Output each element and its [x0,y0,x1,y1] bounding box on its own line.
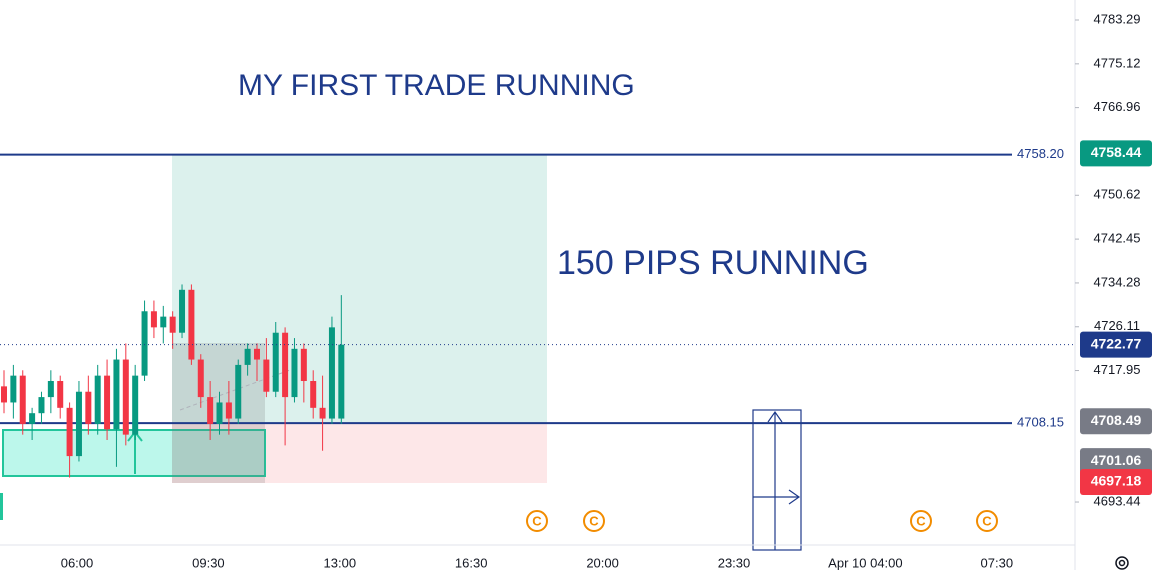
x-tick-label: 09:30 [192,555,225,570]
annotation: 150 PIPS RUNNING [557,244,869,282]
level-label: 4758.20 [1017,146,1064,161]
candle-body [122,359,129,435]
x-tick-label: Apr 10 04:00 [828,555,902,570]
candle-body [38,397,45,414]
candle-body [263,359,270,392]
x-tick-label: 13:00 [324,555,357,570]
x-tick-label: 07:30 [981,555,1014,570]
candle-body [160,316,167,328]
candle-body [244,348,251,365]
candle-body [29,413,36,424]
candle-body [75,391,82,457]
candle-body [235,364,242,419]
price-tag-label: 4701.06 [1091,452,1142,468]
candle-body [10,375,17,403]
candle-body [94,375,101,424]
edge-marker [0,493,3,520]
y-tick-label: 4783.29 [1094,11,1141,26]
profit-zone [172,154,547,423]
loss-zone [172,423,547,483]
y-tick-label: 4734.28 [1094,274,1141,289]
x-tick-label: 23:30 [718,555,751,570]
candle-body [253,348,260,360]
price-tag [1080,408,1152,435]
x-tick-label: 20:00 [586,555,619,570]
candle-body [216,402,223,424]
candle-body [66,407,73,457]
candle-body [132,375,139,435]
price-tag-label: 4708.49 [1091,412,1142,428]
y-tick-label: 4742.45 [1094,231,1141,246]
candle-body [19,375,26,424]
candle-body [225,402,232,419]
candle-body [207,397,214,424]
candle-body [282,332,289,398]
candle-body [47,381,54,398]
svg-text:C: C [532,513,542,528]
candle-body [310,381,317,408]
annotation: MY FIRST TRADE RUNNING [238,69,635,102]
y-tick-label: 4726.11 [1094,318,1140,333]
y-tick-label: 4750.62 [1094,187,1141,202]
candle-body [291,348,298,398]
price-tag-label: 4697.18 [1091,473,1142,489]
candle-body [197,359,204,398]
candle-body [338,344,345,419]
svg-text:C: C [589,513,599,528]
candle-body [85,391,92,424]
candle-body [328,327,335,419]
price-tag-label: 4722.77 [1091,335,1142,351]
candle-body [113,359,120,430]
y-tick-label: 4766.96 [1094,99,1141,114]
candle-body [104,375,111,430]
price-tag [1080,448,1152,475]
y-tick-label: 4717.95 [1094,362,1141,377]
x-tick-label: 16:30 [455,555,488,570]
candle-body [150,311,157,328]
candle-body [179,289,186,333]
candle-body [141,311,148,376]
trend-line [179,369,291,411]
time-box [752,409,802,551]
y-tick-label: 4693.44 [1094,493,1141,508]
candle-body [300,348,307,382]
price-tag [1080,331,1152,358]
candle-body [319,407,326,419]
c-icons [526,510,998,532]
svg-text:C: C [982,513,992,528]
candle-body [1,386,7,403]
x-tick-label: 06:00 [61,555,94,570]
price-tag-label: 4758.44 [1091,144,1142,160]
price-tag [1080,140,1152,167]
svg-text:C: C [916,513,926,528]
price-tag [1080,468,1152,495]
candle-body [272,332,279,392]
candle-body [169,316,176,333]
candle-body [188,289,195,360]
settings-icon[interactable] [1115,556,1129,570]
y-tick-label: 4775.12 [1094,55,1141,70]
candle-body [57,381,64,408]
level-label: 4708.15 [1017,415,1064,430]
